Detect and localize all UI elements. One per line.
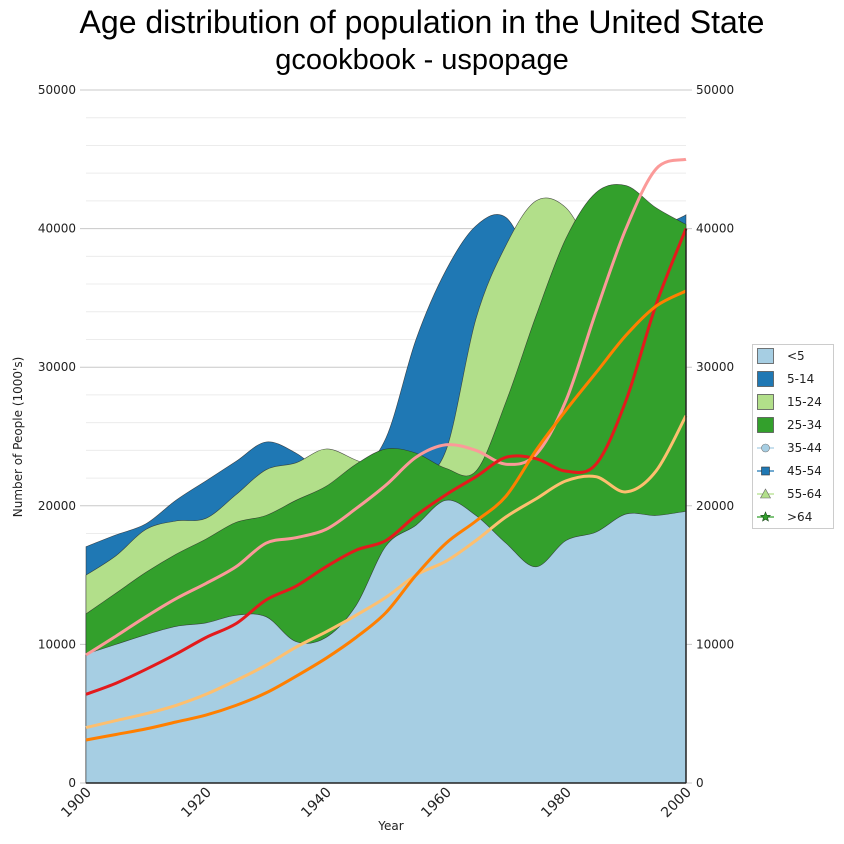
legend-label: 55-64 — [787, 487, 822, 501]
legend-item: 15-24 — [757, 394, 822, 410]
legend-label: 15-24 — [787, 395, 822, 409]
legend-item: 5-14 — [757, 371, 814, 387]
x-tick-label: 1960 — [418, 785, 455, 822]
legend-label: >64 — [787, 510, 812, 524]
legend: <5 5-14 15-24 25-34 35-44 45-54 55-64 >64 — [752, 344, 834, 529]
line-45-54 — [85, 228, 688, 696]
legend-marker-circle — [761, 443, 770, 453]
legend-label: <5 — [787, 349, 805, 363]
x-tick-label: 1920 — [178, 785, 215, 822]
chart-title: Age distribution of population in the Un… — [80, 4, 765, 40]
y-tick-label-left: 40000 — [38, 222, 76, 236]
area--5 — [85, 499, 687, 784]
y-axis-right: 0 10000 20000 30000 40000 50000 — [696, 83, 734, 790]
y-tick-label-right: 20000 — [696, 499, 734, 513]
legend-item: 25-34 — [757, 417, 822, 433]
x-tick-label: 2000 — [658, 785, 695, 822]
legend-marker-square — [761, 466, 770, 476]
y-axis-left: 0 10000 20000 30000 40000 50000 — [38, 83, 76, 790]
legend-item: <5 — [757, 348, 805, 364]
legend-swatch — [757, 348, 774, 364]
legend-swatch — [757, 394, 774, 410]
legend-label: 35-44 — [787, 441, 822, 455]
line--64 — [85, 289, 687, 742]
y-tick-label-left: 0 — [68, 776, 76, 790]
x-tick-label: 1940 — [298, 785, 335, 822]
y-tick-label-left: 20000 — [38, 499, 76, 513]
line-series — [85, 157, 688, 742]
x-axis-label: Year — [377, 819, 403, 833]
legend-marker-triangle — [759, 488, 772, 499]
y-tick-label-right: 0 — [696, 776, 704, 790]
y-tick-label-right: 30000 — [696, 360, 734, 374]
y-tick-label-left: 10000 — [38, 637, 76, 651]
legend-label: 45-54 — [787, 464, 822, 478]
legend-label: 25-34 — [787, 418, 822, 432]
legend-item: 35-44 — [757, 441, 822, 455]
line-35-44 — [85, 157, 687, 657]
y-tick-label-right: 50000 — [696, 83, 734, 97]
y-tick-label-right: 40000 — [696, 222, 734, 236]
chart-subtitle: gcookbook - uspopage — [275, 44, 568, 76]
y-tick-label-right: 10000 — [696, 637, 734, 651]
y-tick-label-left: 50000 — [38, 83, 76, 97]
legend-item: 55-64 — [757, 487, 822, 501]
line-55-64 — [85, 414, 688, 730]
x-tick-label: 1900 — [58, 785, 95, 822]
legend-swatch — [757, 371, 774, 387]
y-axis-label: Number of People (1000's) — [11, 357, 25, 518]
legend-label: 5-14 — [787, 372, 814, 386]
plot-frame — [86, 228, 687, 784]
x-tick-label: 1980 — [538, 785, 575, 822]
y-tick-label-left: 30000 — [38, 360, 76, 374]
legend-marker-star — [759, 511, 772, 522]
legend-item: >64 — [757, 510, 812, 524]
x-axis: 1900 1920 1940 1960 1980 2000 — [58, 785, 695, 822]
legend-item: 45-54 — [757, 464, 822, 478]
legend-swatch — [757, 417, 774, 433]
